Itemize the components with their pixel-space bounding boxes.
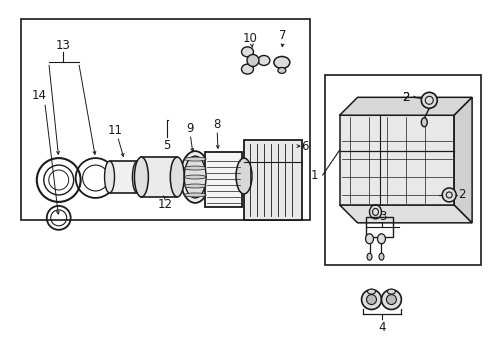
Ellipse shape xyxy=(241,64,253,74)
Circle shape xyxy=(381,289,401,310)
Text: 7: 7 xyxy=(279,29,286,42)
Text: 5: 5 xyxy=(163,139,171,152)
Polygon shape xyxy=(453,97,471,223)
Text: 2: 2 xyxy=(402,91,409,104)
Bar xyxy=(109,161,137,193)
Polygon shape xyxy=(339,115,453,205)
Ellipse shape xyxy=(134,157,148,197)
Circle shape xyxy=(246,54,259,67)
Text: 3: 3 xyxy=(378,210,386,223)
Bar xyxy=(21,19,309,220)
Text: 12: 12 xyxy=(158,198,172,211)
Bar xyxy=(324,75,480,265)
Ellipse shape xyxy=(236,158,251,194)
Circle shape xyxy=(361,289,381,310)
Text: 1: 1 xyxy=(310,168,318,181)
Text: 4: 4 xyxy=(378,321,386,334)
Circle shape xyxy=(386,294,396,305)
Text: 9: 9 xyxy=(186,122,194,135)
Ellipse shape xyxy=(386,289,395,294)
Ellipse shape xyxy=(377,234,385,244)
Polygon shape xyxy=(339,97,471,115)
Ellipse shape xyxy=(184,193,206,197)
Bar xyxy=(205,152,242,207)
Ellipse shape xyxy=(365,234,373,244)
Ellipse shape xyxy=(132,161,142,193)
Text: 2: 2 xyxy=(457,188,465,202)
Ellipse shape xyxy=(170,157,184,197)
Ellipse shape xyxy=(184,157,206,161)
Circle shape xyxy=(366,294,376,305)
Text: 6: 6 xyxy=(301,140,308,153)
Ellipse shape xyxy=(367,289,375,294)
Ellipse shape xyxy=(184,156,206,198)
Circle shape xyxy=(441,188,455,202)
Bar xyxy=(244,140,301,220)
Ellipse shape xyxy=(273,57,289,68)
Text: 2: 2 xyxy=(402,91,409,104)
Text: 10: 10 xyxy=(242,32,257,45)
Ellipse shape xyxy=(180,151,210,203)
Ellipse shape xyxy=(184,184,206,188)
Ellipse shape xyxy=(378,253,383,260)
Bar xyxy=(365,217,393,237)
Ellipse shape xyxy=(258,55,269,66)
Ellipse shape xyxy=(184,175,206,179)
Ellipse shape xyxy=(241,47,253,57)
Polygon shape xyxy=(339,205,471,223)
Ellipse shape xyxy=(104,161,114,193)
Ellipse shape xyxy=(366,253,371,260)
Text: 8: 8 xyxy=(213,118,221,131)
Text: 14: 14 xyxy=(31,89,46,102)
Ellipse shape xyxy=(184,166,206,170)
Bar xyxy=(141,157,177,197)
Ellipse shape xyxy=(277,67,285,73)
Text: 11: 11 xyxy=(108,124,123,137)
Circle shape xyxy=(421,92,436,108)
Ellipse shape xyxy=(421,118,427,127)
Text: 13: 13 xyxy=(55,39,70,52)
